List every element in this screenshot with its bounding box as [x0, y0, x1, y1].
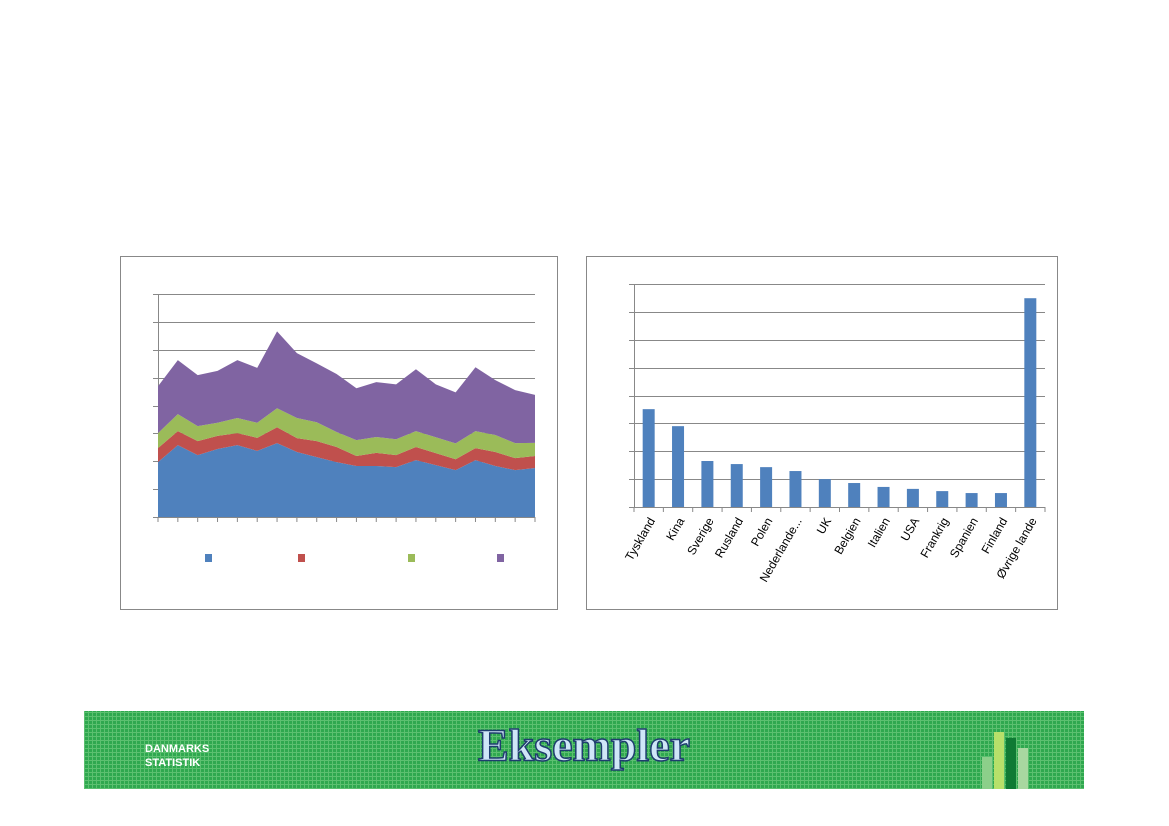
- bar: [906, 488, 919, 507]
- area: [158, 408, 535, 460]
- bar: [994, 493, 1007, 507]
- bar: [965, 493, 978, 507]
- legend-swatch: [298, 554, 305, 562]
- bar: [877, 486, 890, 507]
- bar: [1024, 298, 1037, 507]
- logo-text: STATISTIK: [145, 757, 200, 769]
- bar: [642, 409, 655, 507]
- bar: [730, 464, 743, 507]
- chart-frame: [586, 256, 1058, 610]
- bar: [789, 471, 802, 507]
- decor-bar: [994, 732, 1004, 789]
- legend-swatch: [497, 554, 504, 562]
- decor-bar: [982, 757, 992, 789]
- bar: [760, 467, 773, 507]
- bar: [701, 461, 714, 507]
- decor-bar: [1006, 738, 1016, 789]
- bar: [936, 491, 949, 507]
- area: [158, 427, 535, 471]
- bar: [848, 483, 861, 507]
- bar: [672, 426, 685, 507]
- decor-bar: [1018, 748, 1028, 789]
- bar: [818, 479, 831, 507]
- legend-swatch: [205, 554, 212, 562]
- footer-band: [84, 711, 1084, 789]
- area: [158, 331, 535, 444]
- footer-title: Eksempler: [478, 720, 690, 771]
- legend-swatch: [408, 554, 415, 562]
- area: [158, 443, 535, 517]
- area-chart: [153, 294, 536, 562]
- logo-text: DANMARKS: [145, 743, 209, 755]
